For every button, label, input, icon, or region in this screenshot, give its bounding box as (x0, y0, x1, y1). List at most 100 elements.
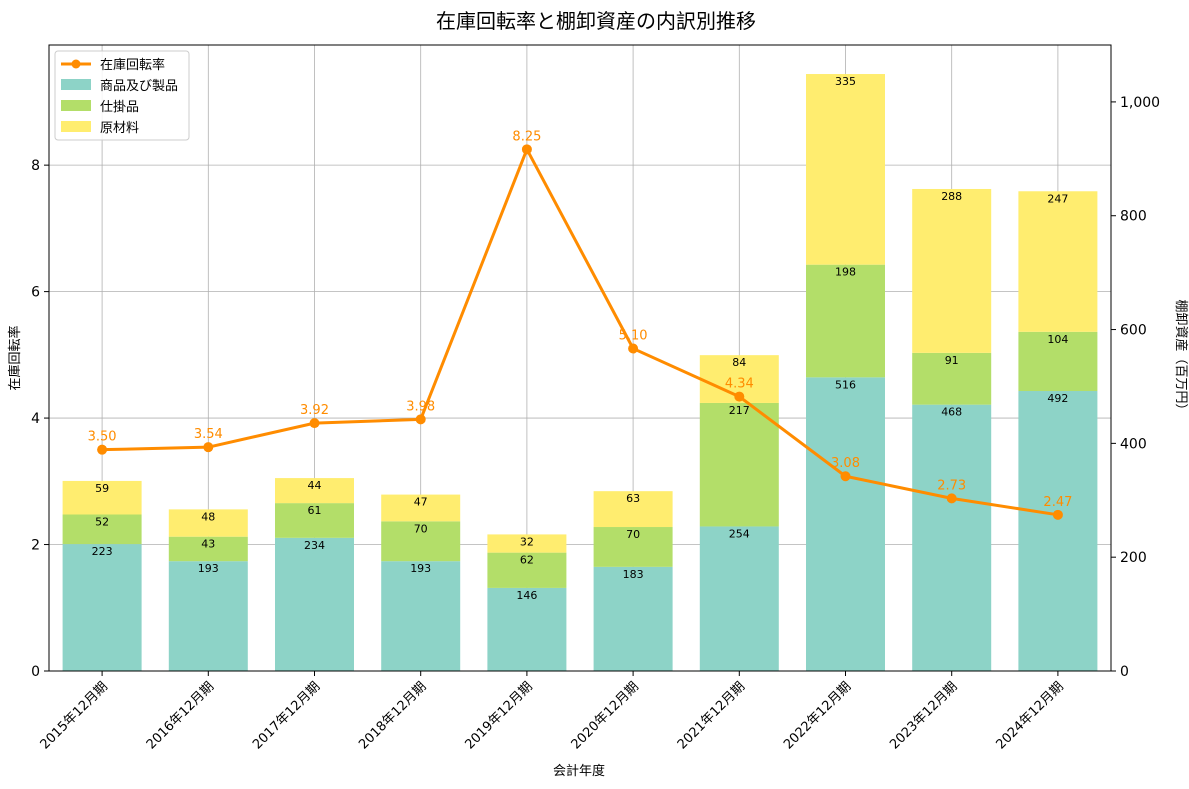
bar-value-label: 254 (729, 527, 750, 540)
right-tick-label: 400 (1120, 436, 1147, 452)
bar-segment (806, 264, 885, 378)
bar-value-label: 52 (95, 516, 109, 529)
bar-value-label: 104 (1047, 333, 1068, 346)
bar-value-label: 193 (198, 562, 219, 575)
bar-value-label: 183 (623, 568, 644, 581)
bar-value-label: 492 (1047, 392, 1068, 405)
turnover-point (628, 343, 639, 354)
turnover-value-label: 3.92 (300, 403, 329, 418)
turnover-line (102, 147, 1059, 517)
right-tick-label: 0 (1120, 664, 1129, 680)
x-tick-label: 2023年12月期 (887, 679, 960, 752)
legend-swatch (61, 79, 91, 90)
bar-segment (168, 509, 248, 537)
turnover-value-label: 4.34 (725, 377, 754, 392)
bar-segment (593, 491, 673, 528)
turnover-value-label: 5.10 (619, 329, 648, 344)
bar-value-label: 516 (835, 378, 856, 391)
right-tick-label: 800 (1120, 209, 1147, 225)
plot-frame (48, 44, 1112, 672)
bar-segment (168, 536, 248, 562)
bar-value-label: 70 (414, 522, 428, 535)
bar-value-label: 47 (414, 496, 428, 509)
turnover-value-label: 2.47 (1043, 495, 1072, 510)
x-tick-label: 2018年12月期 (356, 679, 429, 752)
bar-segment (806, 74, 885, 265)
left-tick-label: 8 (31, 158, 40, 174)
bars-group (62, 74, 1098, 671)
x-tick-label: 2020年12月期 (569, 679, 642, 752)
bar-segment (62, 480, 142, 515)
legend-swatch (61, 121, 91, 132)
bar-value-label: 91 (945, 354, 959, 367)
bar-value-label: 63 (626, 492, 640, 505)
right-tick-label: 1,000 (1120, 95, 1160, 111)
legend-swatch (61, 100, 91, 111)
left-tick-label: 2 (31, 538, 40, 554)
x-tick-label: 2016年12月期 (144, 679, 217, 752)
bar-segment (381, 521, 461, 562)
bar-value-label: 217 (729, 404, 750, 417)
bar-segment (381, 494, 461, 522)
bar-value-label: 48 (201, 510, 215, 523)
x-tick-label: 2021年12月期 (675, 679, 748, 752)
turnover-value-label: 3.50 (88, 430, 117, 445)
left-tick-label: 6 (31, 285, 40, 301)
left-tick-label: 0 (31, 664, 40, 680)
bar-value-label: 70 (626, 528, 640, 541)
chart-title: 在庫回転率と棚卸資産の内訳別推移 (436, 9, 756, 33)
y-axis-left-label: 在庫回転率 (7, 325, 23, 390)
bar-segment (1018, 391, 1098, 671)
turnover-point (97, 444, 108, 455)
turnover-point (415, 414, 426, 425)
bar-value-label: 288 (941, 190, 962, 203)
left-tick-label: 4 (31, 411, 40, 427)
bar-segment (912, 188, 992, 353)
bar-segment (381, 561, 461, 671)
bar-value-label: 32 (520, 535, 534, 548)
legend-label: 原材料 (100, 121, 139, 136)
bar-segment (487, 552, 567, 588)
bar-segment (912, 352, 992, 405)
bar-value-label: 84 (732, 356, 746, 369)
bar-segment (806, 377, 885, 671)
x-axis-label: 会計年度 (553, 763, 605, 779)
bar-segment (593, 527, 673, 567)
bar-value-label: 193 (410, 562, 431, 575)
bar-value-label: 198 (835, 266, 856, 279)
turnover-point (203, 442, 214, 453)
bar-segment (487, 534, 567, 553)
right-tick-label: 600 (1120, 323, 1147, 339)
x-tick-label: 2019年12月期 (462, 679, 535, 752)
bar-segment (275, 537, 354, 671)
bar-value-label: 44 (308, 479, 322, 492)
legend-label: 商品及び製品 (100, 79, 178, 94)
turnover-value-label: 3.98 (406, 399, 435, 414)
bar-segment (593, 566, 673, 671)
bar-segment (699, 526, 779, 671)
right-tick-label: 200 (1120, 550, 1147, 566)
bar-segment (62, 514, 142, 545)
bar-segment (275, 478, 354, 504)
x-tick-label: 2024年12月期 (993, 679, 1066, 752)
bar-segment (1018, 331, 1098, 392)
x-tick-label: 2022年12月期 (781, 679, 854, 752)
turnover-value-label: 3.54 (194, 427, 223, 442)
bar-segment (487, 587, 567, 671)
legend-box (54, 50, 190, 141)
x-tick-label: 2017年12月期 (250, 679, 323, 752)
turnover-point (840, 471, 851, 482)
bar-value-label: 247 (1047, 192, 1068, 205)
turnover-value-label: 3.08 (831, 456, 860, 471)
turnover-point (309, 418, 320, 429)
bar-segment (1018, 191, 1098, 332)
y-axis-right-label: 棚卸資産（百万円） (1173, 299, 1189, 416)
turnover-point (946, 493, 957, 504)
bar-value-label: 468 (941, 406, 962, 419)
bar-value-label: 335 (835, 75, 856, 88)
bar-value-label: 223 (92, 545, 113, 558)
bar-value-label: 43 (201, 538, 215, 551)
x-tick-label: 2015年12月期 (38, 679, 111, 752)
